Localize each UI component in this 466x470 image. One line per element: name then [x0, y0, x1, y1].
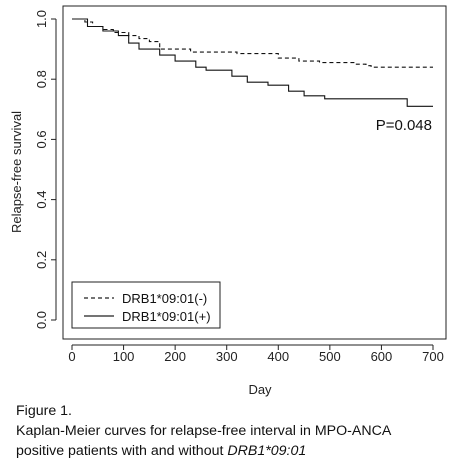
km-chart: 0 100 200 300 400 500 600 700 0.0 0.2 0.4 0.6 0.8 1.…	[9, 5, 447, 397]
x-tick-label: 100	[113, 349, 135, 364]
figure-caption: Figure 1. Kaplan-Meier curves for relaps…	[16, 401, 462, 461]
p-value-annotation: P=0.048	[376, 117, 432, 134]
y-tick-label: 0.8	[34, 70, 49, 88]
x-tick-label: 300	[216, 349, 238, 364]
y-tick-label: 0.0	[34, 311, 49, 329]
x-tick-label: 400	[267, 349, 289, 364]
x-axis: 0 100 200 300 400 500 600 700	[68, 344, 444, 364]
y-tick-label: 0.4	[34, 191, 49, 209]
survival-curve-negative	[72, 18, 433, 68]
x-tick-label: 500	[319, 349, 341, 364]
y-axis: 0.0 0.2 0.4 0.6 0.8 1.0	[34, 10, 57, 329]
caption-figure-number: Figure 1.	[16, 403, 72, 419]
y-tick-label: 0.6	[34, 130, 49, 148]
y-tick-label: 0.2	[34, 251, 49, 269]
x-tick-label: 600	[371, 349, 393, 364]
plot-frame	[62, 5, 447, 340]
caption-description: Kaplan-Meier curves for relapse-free int…	[16, 423, 392, 439]
survival-curves	[72, 18, 433, 107]
x-axis-title: Day	[248, 382, 272, 397]
y-axis-title: Relapse-free survival	[9, 111, 24, 233]
survival-curve-positive	[72, 18, 433, 107]
x-tick-label: 700	[422, 349, 444, 364]
caption-gene: DRB1*09:01	[227, 443, 307, 459]
legend-label-dashed: DRB1*09:01(-)	[122, 291, 207, 306]
x-tick-label: 200	[164, 349, 186, 364]
legend: DRB1*09:01(-) DRB1*09:01(+)	[71, 281, 221, 329]
caption-prefix: positive patients with and without	[16, 443, 228, 459]
x-tick-label: 0	[68, 349, 75, 364]
legend-box	[71, 281, 221, 329]
caption-description-cont: positive patients with and without DRB1*…	[16, 441, 462, 461]
legend-label-solid: DRB1*09:01(+)	[122, 309, 211, 324]
y-tick-label: 1.0	[34, 10, 49, 28]
